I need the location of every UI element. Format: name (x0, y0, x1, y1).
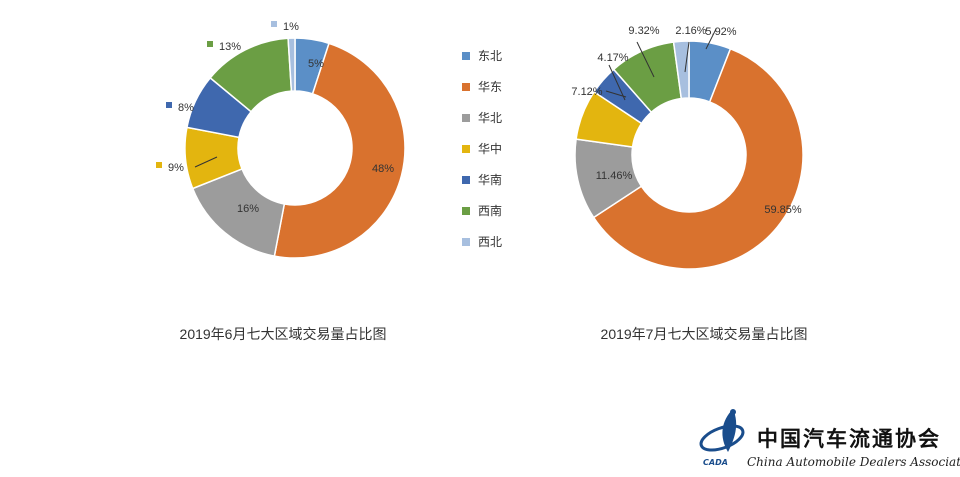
leader-line-july-5 (636, 41, 655, 78)
label-marker-june-5 (207, 41, 213, 47)
data-label-july-0: 5.92% (705, 26, 736, 38)
leader-line-july-6 (684, 41, 690, 73)
leader-line-june-3 (194, 156, 218, 168)
data-label-june-3: 9% (168, 162, 184, 174)
slice-june-1 (273, 42, 406, 259)
legend-swatch-2 (462, 114, 470, 122)
label-marker-june-6 (271, 21, 277, 27)
legend-label-4: 华南 (478, 172, 502, 187)
data-label-july-4: 4.17% (597, 52, 628, 64)
legend-label-5: 西南 (478, 203, 502, 218)
logo-name-english: China Automobile Dealers Association (747, 455, 960, 469)
data-label-july-1: 59.85% (764, 204, 802, 216)
legend-swatch-5 (462, 207, 470, 215)
legend-swatch-3 (462, 145, 470, 153)
slice-june-6 (287, 37, 296, 92)
data-label-july-5: 9.32% (628, 25, 659, 37)
data-label-june-6: 1% (283, 21, 299, 33)
legend-label-1: 华东 (478, 80, 502, 94)
data-label-june-0: 5% (308, 58, 324, 70)
legend-swatch-4 (462, 176, 470, 184)
legend-label-0: 东北 (478, 49, 502, 63)
legend-swatch-0 (462, 52, 470, 60)
data-label-june-4: 8% (178, 102, 194, 114)
chart-title-june: 2019年6月七大区域交易量占比图 (180, 326, 387, 342)
legend-label-6: 西北 (478, 235, 502, 249)
data-label-july-2: 11.46% (596, 170, 633, 182)
legend-swatch-6 (462, 238, 470, 246)
slice-july-1 (592, 47, 804, 270)
data-label-june-5: 13% (219, 41, 241, 53)
chart-title-july: 2019年7月七大区域交易量占比图 (601, 326, 808, 342)
data-label-july-6: 2.16% (675, 25, 706, 37)
label-marker-june-4 (166, 102, 172, 108)
logo-name-chinese: 中国汽车流通协会 (757, 426, 941, 451)
data-label-june-1: 48% (372, 163, 394, 175)
logo-abbreviation: CADA (703, 458, 728, 467)
data-label-july-3: 7.12% (571, 86, 602, 98)
cada-emblem-icon (699, 409, 745, 452)
legend-label-2: 华北 (478, 111, 502, 125)
label-marker-june-3 (156, 162, 162, 168)
donut-chart-june: 5% 48% 16% 9% 8% 13% 1% (156, 21, 406, 259)
slice-july-6 (672, 40, 690, 100)
legend-swatch-1 (462, 83, 470, 91)
legend-label-3: 华中 (478, 141, 502, 156)
leader-line-july-4 (608, 64, 626, 101)
leader-line-july-0 (705, 28, 717, 50)
donut-chart-july: 5.92% 59.85% 11.46% 7.12% 4.17% 9.32% 2.16% (571, 25, 804, 270)
cada-logo: CADA 中国汽车流通协会 China Automobile Dealers A… (699, 409, 960, 469)
data-label-june-2: 16% (237, 203, 259, 215)
